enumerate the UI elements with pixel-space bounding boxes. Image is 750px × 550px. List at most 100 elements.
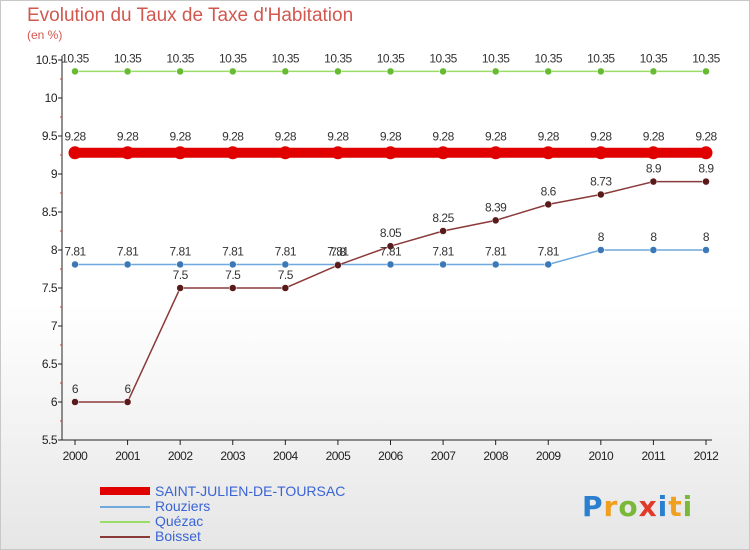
data-label-saint-julien-de-toursac: 9.28 [695,130,717,144]
data-label-rouziers: 7.81 [275,244,297,258]
series-point-rouziers [597,246,605,254]
data-label-rouziers: 7.81 [117,244,139,258]
data-label-rouziers: 7.81 [380,244,402,258]
data-label-saint-julien-de-toursac: 9.28 [117,130,139,144]
series-point-qu-zac [544,67,552,76]
data-label-boisset: 8.05 [380,226,402,240]
series-point-saint-julien-de-toursac [68,146,82,160]
series-point-rouziers [544,260,552,269]
data-label-boisset: 8.9 [698,162,714,176]
series-point-qu-zac [229,67,237,76]
data-label-qu-zac: 10.35 [324,51,352,65]
y-tick-label: 5.5 [42,433,58,447]
series-point-boisset [229,284,237,292]
y-tick-label: 9.5 [42,129,58,143]
y-tick-label: 6 [51,395,58,409]
series-point-boisset [491,216,500,225]
x-tick-label: 2005 [326,449,352,463]
y-tick-label: 7.5 [42,281,58,295]
series-point-boisset [176,284,184,292]
logo-letter-4: i [657,490,669,523]
x-tick-label: 2001 [115,449,141,463]
data-label-rouziers: 7.81 [485,244,507,258]
data-label-boisset: 7.8 [330,245,346,259]
data-label-saint-julien-de-toursac: 9.28 [432,130,454,144]
data-label-boisset: 6 [124,382,131,396]
data-label-qu-zac: 10.35 [692,51,720,65]
data-label-rouziers: 8 [650,230,657,244]
y-tick-label: 9 [51,167,58,181]
x-tick-label: 2009 [536,449,562,463]
series-point-saint-julien-de-toursac [121,146,135,160]
series-point-qu-zac [334,67,342,76]
legend-swatch-rouziers [100,506,150,508]
data-label-qu-zac: 10.35 [429,51,457,65]
series-point-saint-julien-de-toursac [541,146,555,160]
legend-label-quezac: Quézac [155,513,204,529]
series-point-boisset [439,227,447,235]
data-label-boisset: 8.73 [590,175,612,189]
proxiti-logo[interactable]: Proxiti [582,490,693,523]
logo-letter-2: o [618,490,639,523]
data-label-rouziers: 7.81 [538,244,560,258]
series-point-rouziers [649,246,658,254]
data-label-boisset: 8.9 [646,162,662,176]
legend-swatch-boisset [100,536,150,538]
data-label-boisset: 7.5 [278,268,294,282]
data-label-saint-julien-de-toursac: 9.28 [643,130,665,144]
series-point-qu-zac [176,67,184,76]
series-point-saint-julien-de-toursac [646,146,660,160]
data-label-qu-zac: 10.35 [587,51,615,65]
data-label-boisset: 7.5 [173,268,189,282]
x-tick-label: 2012 [694,449,720,463]
series-point-saint-julien-de-toursac [699,146,713,160]
x-tick-label: 2003 [220,449,246,463]
series-point-rouziers [491,260,500,269]
chart-title: Evolution du Taux de Taxe d'Habitation [27,5,354,26]
legend-label-saint-julien: SAINT-JULIEN-DE-TOURSAC [155,483,346,499]
x-tick-label: 2002 [168,449,194,463]
series-point-boisset [123,398,132,406]
legend-swatch-saint-julien [100,487,150,495]
series-point-qu-zac [386,67,395,76]
series-point-qu-zac [597,67,605,76]
series-point-boisset [649,177,658,186]
data-label-saint-julien-de-toursac: 9.28 [538,130,560,144]
series-point-saint-julien-de-toursac [226,146,240,160]
series-point-qu-zac [702,67,710,76]
data-label-saint-julien-de-toursac: 9.28 [590,130,612,144]
data-label-rouziers: 7.81 [327,244,349,258]
y-tick-label: 6.5 [42,357,58,371]
logo-letter-3: x [638,490,658,523]
series-point-saint-julien-de-toursac [384,146,397,160]
data-label-boisset: 8.25 [432,211,454,225]
data-label-saint-julien-de-toursac: 9.28 [380,130,402,144]
data-label-rouziers: 8 [598,230,605,244]
y-tick-label: 10.5 [36,53,58,67]
series-point-rouziers [123,260,132,269]
series-point-qu-zac [281,67,290,76]
series-point-rouziers [229,260,237,269]
series-point-boisset [71,398,79,406]
legend-label-boisset: Boisset [155,528,201,544]
data-label-rouziers: 7.81 [169,244,191,258]
legend-label-rouziers: Rouziers [155,498,211,514]
data-label-qu-zac: 10.35 [534,51,562,65]
series-point-boisset [702,177,710,186]
series-point-saint-julien-de-toursac [331,146,345,160]
data-label-qu-zac: 10.35 [166,51,194,65]
logo-letter-0: P [582,490,604,523]
logo-letter-6: i [682,490,694,523]
data-label-qu-zac: 10.35 [114,51,142,65]
data-label-boisset: 8.39 [485,200,507,214]
series-point-rouziers [439,260,447,269]
data-label-rouziers: 8 [703,230,710,244]
series-point-rouziers [71,260,79,269]
y-tick-label: 8.5 [42,205,58,219]
data-label-rouziers: 7.81 [222,244,244,258]
series-line-boisset [75,180,706,403]
data-label-rouziers: 7.81 [64,244,86,258]
x-tick-label: 2000 [63,449,89,463]
x-tick-label: 2007 [431,449,457,463]
